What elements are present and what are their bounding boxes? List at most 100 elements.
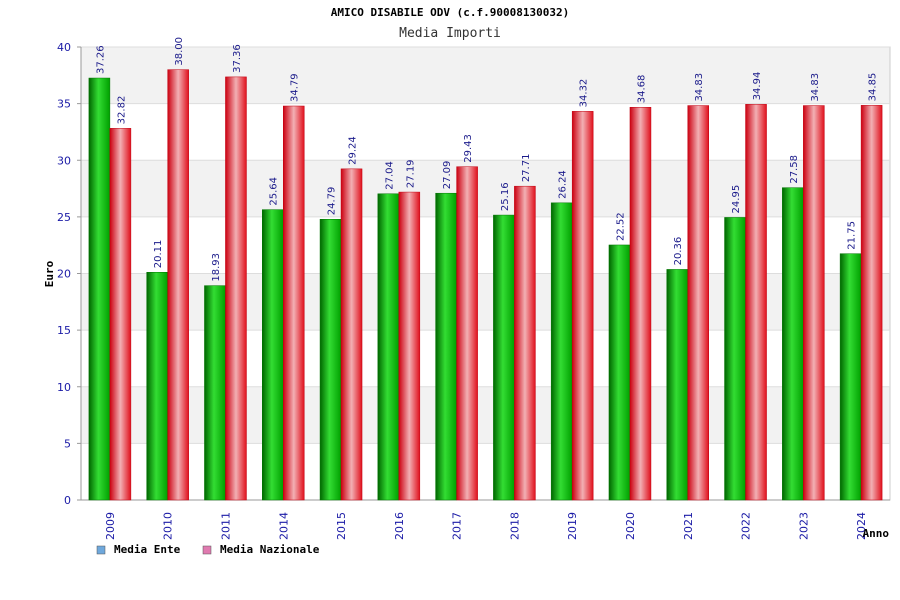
x-axis-label: Anno bbox=[863, 527, 890, 540]
plot-band-shaded bbox=[81, 160, 890, 217]
bar-media-ente-2014 bbox=[262, 209, 284, 501]
legend-swatch-media-nazionale bbox=[202, 545, 212, 555]
bar-media-ente-2023 bbox=[782, 187, 804, 501]
bar-media-nazionale-2024 bbox=[860, 105, 883, 501]
bar-media-nazionale-2021 bbox=[687, 105, 709, 501]
data-label-media-nazionale-2022: 34.94 bbox=[752, 72, 763, 101]
bar-media-ente-2018 bbox=[493, 214, 515, 501]
x-tick-label-2020: 2020 bbox=[624, 512, 637, 540]
y-tick-label: 0 bbox=[64, 494, 71, 507]
bar-media-ente-2024 bbox=[839, 253, 862, 501]
data-label-media-nazionale-2015: 29.24 bbox=[348, 136, 359, 165]
data-label-media-nazionale-2019: 34.32 bbox=[579, 79, 590, 108]
x-tick-label-2009: 2009 bbox=[104, 512, 117, 540]
data-label-media-nazionale-2014: 34.79 bbox=[290, 73, 301, 102]
x-tick-label-2019: 2019 bbox=[566, 512, 579, 540]
y-axis-ticks: 0 5 10 15 20 25 30 35 40 bbox=[57, 41, 71, 507]
bar-media-ente-2010 bbox=[146, 272, 168, 501]
bar-media-nazionale-2019 bbox=[571, 111, 594, 501]
x-tick-label-2010: 2010 bbox=[162, 512, 175, 540]
x-tick-label-2021: 2021 bbox=[682, 512, 695, 540]
data-label-media-ente-2019: 26.24 bbox=[558, 170, 569, 199]
bars bbox=[88, 69, 883, 501]
data-label-media-ente-2017: 27.09 bbox=[442, 161, 453, 190]
data-label-media-ente-2015: 24.79 bbox=[327, 187, 338, 216]
data-label-media-nazionale-2009: 32.82 bbox=[116, 96, 127, 125]
data-label-media-ente-2021: 20.36 bbox=[673, 237, 684, 266]
data-label-media-nazionale-2021: 34.83 bbox=[694, 73, 705, 102]
chart-title: AMICO DISABILE ODV (c.f.90008130032) bbox=[331, 6, 569, 19]
bar-media-nazionale-2016 bbox=[398, 191, 421, 501]
plot-band bbox=[81, 443, 890, 500]
legend-label-media-ente: Media Ente bbox=[114, 543, 181, 556]
bar-media-ente-2020 bbox=[608, 244, 631, 501]
chart-subtitle: Media Importi bbox=[399, 26, 501, 41]
bar-media-ente-2009 bbox=[88, 77, 111, 501]
data-label-media-ente-2011: 18.93 bbox=[211, 253, 222, 282]
legend: Media Ente Media Nazionale bbox=[96, 543, 320, 556]
data-label-media-nazionale-2011: 37.36 bbox=[232, 44, 243, 73]
y-tick-label: 35 bbox=[57, 98, 71, 111]
x-tick-label-2014: 2014 bbox=[277, 512, 290, 540]
x-tick-label-2023: 2023 bbox=[797, 512, 810, 540]
data-label-media-ente-2023: 27.58 bbox=[789, 155, 800, 184]
data-label-media-ente-2009: 37.26 bbox=[95, 45, 106, 74]
bar-media-nazionale-2018 bbox=[514, 185, 536, 501]
x-tick-label-2016: 2016 bbox=[393, 512, 406, 540]
data-label-media-nazionale-2020: 34.68 bbox=[636, 75, 647, 104]
x-tick-label-2024: 2024 bbox=[855, 512, 868, 540]
bar-media-nazionale-2022 bbox=[745, 104, 767, 501]
data-label-media-nazionale-2016: 27.19 bbox=[405, 159, 416, 188]
legend-label-media-nazionale: Media Nazionale bbox=[220, 543, 320, 556]
data-label-media-nazionale-2024: 34.85 bbox=[868, 73, 879, 102]
data-label-media-ente-2016: 27.04 bbox=[384, 161, 395, 190]
bar-media-ente-2016 bbox=[377, 193, 400, 501]
data-label-media-ente-2022: 24.95 bbox=[731, 185, 742, 214]
bar-media-nazionale-2020 bbox=[629, 106, 652, 501]
bar-media-nazionale-2014 bbox=[283, 105, 305, 501]
data-label-media-ente-2018: 25.16 bbox=[500, 182, 511, 211]
y-tick-label: 30 bbox=[57, 154, 71, 167]
y-axis-label: Euro bbox=[43, 260, 56, 287]
bar-media-ente-2017 bbox=[435, 192, 457, 501]
bar-media-nazionale-2017 bbox=[456, 166, 478, 501]
y-tick-label: 20 bbox=[57, 268, 71, 281]
bar-media-nazionale-2015 bbox=[340, 168, 363, 501]
data-label-media-ente-2020: 22.52 bbox=[615, 212, 626, 241]
x-tick-label-2018: 2018 bbox=[508, 512, 521, 540]
data-label-media-ente-2010: 20.11 bbox=[153, 240, 164, 269]
data-label-media-nazionale-2023: 34.83 bbox=[810, 73, 821, 102]
x-tick-label-2011: 2011 bbox=[219, 512, 232, 540]
bar-media-ente-2022 bbox=[724, 217, 746, 501]
bar-media-ente-2015 bbox=[319, 219, 342, 501]
y-tick-label: 10 bbox=[57, 381, 71, 394]
data-label-media-nazionale-2010: 38.00 bbox=[174, 37, 185, 66]
y-tick-label: 15 bbox=[57, 324, 71, 337]
x-tick-label-2017: 2017 bbox=[451, 512, 464, 540]
plot-band-shaded bbox=[81, 386, 890, 444]
data-label-media-nazionale-2017: 29.43 bbox=[463, 134, 474, 163]
bar-media-nazionale-2010 bbox=[167, 69, 189, 501]
data-label-media-ente-2024: 21.75 bbox=[847, 221, 858, 250]
bar-media-nazionale-2023 bbox=[803, 105, 825, 501]
plot-band bbox=[81, 216, 890, 274]
y-tick-label: 25 bbox=[57, 211, 71, 224]
bar-media-ente-2019 bbox=[550, 202, 573, 501]
data-label-media-ente-2014: 25.64 bbox=[269, 177, 280, 206]
data-label-media-nazionale-2018: 27.71 bbox=[521, 154, 532, 183]
y-tick-label: 5 bbox=[64, 437, 71, 450]
bar-media-nazionale-2009 bbox=[109, 128, 132, 501]
bar-media-nazionale-2011 bbox=[225, 76, 247, 501]
bar-media-ente-2021 bbox=[666, 269, 688, 501]
plot-band-shaded bbox=[81, 273, 890, 331]
plot-band bbox=[81, 103, 890, 161]
plot-band-shaded bbox=[81, 47, 890, 104]
bar-media-ente-2011 bbox=[204, 285, 226, 501]
x-tick-label-2022: 2022 bbox=[740, 512, 753, 540]
legend-swatch-media-ente bbox=[96, 545, 106, 555]
x-tick-label-2015: 2015 bbox=[335, 512, 348, 540]
y-tick-label: 40 bbox=[57, 41, 71, 54]
x-axis-ticks: 2009 2010 2011 2014 2015 2016 2017 2018 2019 2020… bbox=[104, 512, 868, 540]
plot-band bbox=[81, 330, 890, 387]
